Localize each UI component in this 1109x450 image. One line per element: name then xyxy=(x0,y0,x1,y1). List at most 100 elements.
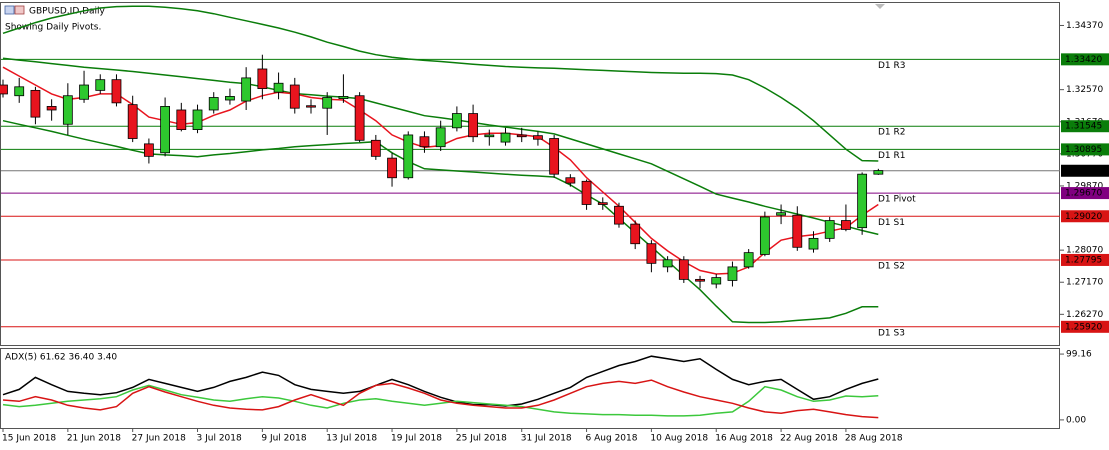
indicator-line xyxy=(2,379,879,419)
pivot-price-box xyxy=(1061,53,1109,66)
candle-body xyxy=(597,202,608,205)
indicator-line xyxy=(2,384,879,417)
icon-part xyxy=(4,5,15,15)
y-tick-label: 1.27170 xyxy=(1066,278,1103,288)
y-tick-label: 99.16 xyxy=(1066,350,1092,360)
x-tick-label: 6 Aug 2018 xyxy=(586,434,638,444)
candle-body xyxy=(160,106,171,154)
x-tick-label: 15 Jun 2018 xyxy=(2,434,56,444)
candle-body xyxy=(79,84,89,100)
candle-body xyxy=(759,216,770,255)
candle-body xyxy=(468,113,478,138)
pivot-price-label: 1.31545 xyxy=(1065,122,1102,132)
candle-body xyxy=(143,143,154,157)
pivot-name: D1 Pivot xyxy=(878,195,916,205)
y-tick-label: 0.00 xyxy=(1066,415,1086,425)
y-tick-label: 1.29870 xyxy=(1066,181,1103,191)
candle-body xyxy=(516,134,527,138)
candle-body xyxy=(630,223,641,245)
main-pane-frame xyxy=(0,2,1060,346)
icon-part xyxy=(14,5,25,15)
indicator-title: ADX(5) 61.62 36.40 3.40 xyxy=(5,353,117,363)
candle-body xyxy=(370,139,381,157)
pivot-name: D1 R1 xyxy=(878,151,906,161)
y-tick-label: 1.32570 xyxy=(1066,85,1103,95)
candle-body xyxy=(387,157,397,179)
x-tick-label: 22 Aug 2018 xyxy=(780,434,838,444)
x-tick-label: 31 Jul 2018 xyxy=(521,434,572,444)
candle-body xyxy=(873,170,884,175)
candle-body xyxy=(241,77,252,102)
candle-body xyxy=(857,173,868,229)
candle-body xyxy=(273,82,284,93)
pivot-name: D1 R3 xyxy=(878,61,906,71)
x-tick-label: 28 Aug 2018 xyxy=(845,434,903,444)
pivot-name: D1 S2 xyxy=(878,261,905,271)
chart-subtitle: Showing Daily Pivots. xyxy=(5,23,101,33)
candle-body xyxy=(338,96,349,99)
indicator-line xyxy=(2,57,879,236)
y-tick-label: 1.34370 xyxy=(1066,21,1103,31)
candle-body xyxy=(306,105,316,108)
candle-body xyxy=(322,97,333,109)
indicator-line xyxy=(2,355,879,407)
candle-body xyxy=(225,96,235,101)
candle-body xyxy=(695,278,705,282)
x-tick-label: 9 Jul 2018 xyxy=(261,434,306,444)
candle-body xyxy=(30,89,41,118)
candle-body xyxy=(500,132,511,143)
candle-body xyxy=(808,237,819,250)
pivot-name: D1 S3 xyxy=(878,328,905,338)
pivot-name: D1 R2 xyxy=(878,128,906,138)
pivot-price-box xyxy=(1061,253,1109,266)
candle-body xyxy=(0,84,8,95)
candle-body xyxy=(451,113,462,129)
candle-body xyxy=(824,220,835,239)
candle-body xyxy=(127,104,138,139)
last-price-label: 1.30296 xyxy=(1065,166,1102,176)
candle-body xyxy=(743,252,754,268)
x-tick-label: 16 Aug 2018 xyxy=(715,434,773,444)
pivot-price-box xyxy=(1061,210,1109,223)
pivot-price-label: 1.25920 xyxy=(1065,322,1102,332)
candle-body xyxy=(208,97,219,111)
pivot-price-box xyxy=(1061,187,1109,200)
pivot-price-box xyxy=(1061,320,1109,333)
candle-body xyxy=(176,109,187,131)
candle-body xyxy=(435,127,446,148)
y-tick-label: 1.28070 xyxy=(1066,246,1103,256)
x-tick-label: 19 Jul 2018 xyxy=(391,434,442,444)
candle-body xyxy=(289,84,300,109)
pivot-price-box xyxy=(1061,120,1109,133)
candle-body xyxy=(727,266,738,281)
symbol-icon xyxy=(4,5,25,15)
candle-body xyxy=(46,106,57,111)
candle-body xyxy=(792,214,803,248)
candle-body xyxy=(354,95,365,141)
pivot-price-label: 1.29670 xyxy=(1065,189,1102,199)
pivot-price-box xyxy=(1061,143,1109,156)
candle-body xyxy=(678,259,689,280)
pivot-price-label: 1.30895 xyxy=(1065,145,1102,155)
x-tick-label: 13 Jul 2018 xyxy=(326,434,377,444)
y-tick-label: 1.26270 xyxy=(1066,310,1103,320)
pivot-name: D1 S1 xyxy=(878,218,905,228)
x-tick-label: 10 Aug 2018 xyxy=(650,434,708,444)
candle-body xyxy=(662,259,673,268)
shift-marker xyxy=(875,4,885,9)
candle-body xyxy=(533,135,543,140)
last-price-box xyxy=(1061,164,1109,177)
candle-body xyxy=(549,138,560,175)
candle-body xyxy=(419,136,430,148)
candle-body xyxy=(565,177,576,184)
candle-body xyxy=(646,243,657,264)
candle-body xyxy=(62,95,73,125)
pivot-price-label: 1.27795 xyxy=(1065,255,1102,265)
candle-body xyxy=(581,180,592,205)
x-tick-label: 3 Jul 2018 xyxy=(197,434,242,444)
candle-body xyxy=(192,109,203,131)
candle-body xyxy=(257,68,268,89)
candle-body xyxy=(403,134,414,179)
